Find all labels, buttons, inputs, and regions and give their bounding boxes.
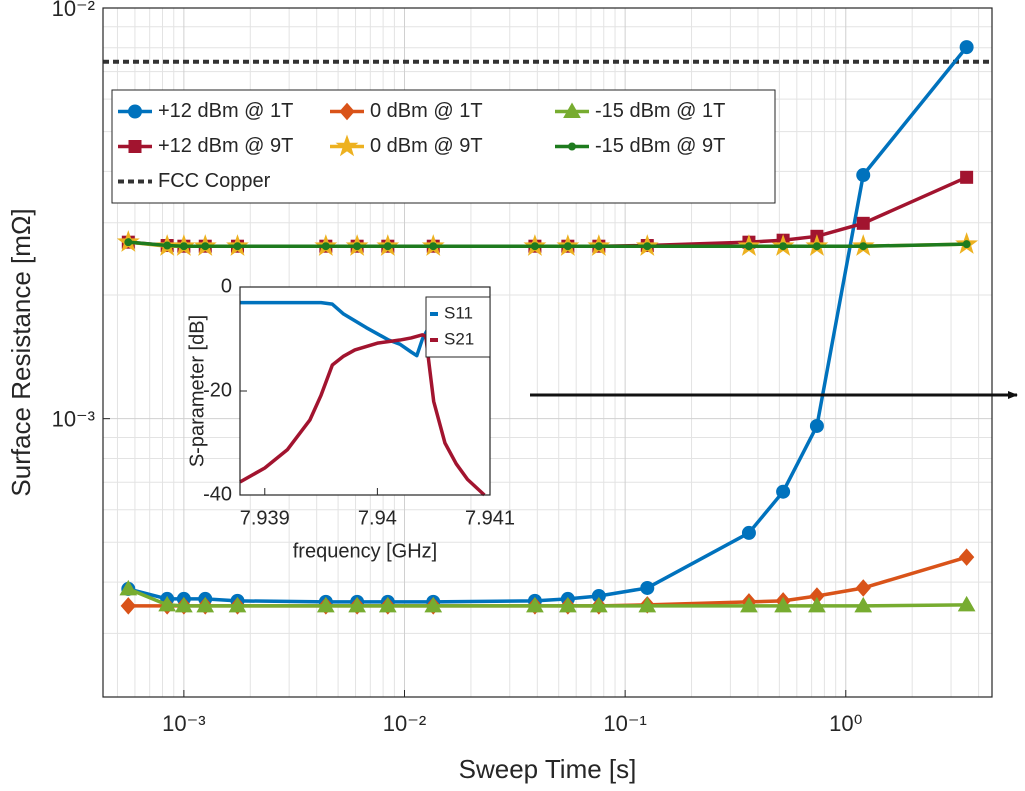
data-point bbox=[859, 242, 868, 251]
data-point bbox=[196, 596, 215, 613]
y-tick-label: 0 bbox=[221, 275, 232, 297]
data-point bbox=[179, 242, 188, 251]
data-point bbox=[638, 596, 657, 613]
axes-box bbox=[239, 286, 491, 496]
axes-box bbox=[102, 7, 993, 698]
data-point bbox=[740, 596, 758, 613]
data-point bbox=[744, 242, 753, 251]
x-tick-label: 10⁰ bbox=[829, 711, 862, 736]
x-tick-label: 10⁻¹ bbox=[603, 711, 646, 736]
legend-box bbox=[111, 89, 776, 204]
legend-label: -15 dBm @ 9T bbox=[595, 135, 725, 157]
data-point bbox=[854, 596, 873, 613]
data-point bbox=[812, 242, 821, 251]
x-axis-label: Sweep Time [s] bbox=[459, 754, 637, 784]
data-point bbox=[959, 40, 974, 55]
series-line bbox=[239, 333, 486, 497]
data-point bbox=[957, 595, 976, 612]
data-point bbox=[335, 134, 359, 157]
y-tick-label: 10⁻² bbox=[52, 0, 95, 21]
x-tick-label: 10⁻² bbox=[383, 711, 426, 736]
data-point bbox=[120, 597, 136, 615]
data-point bbox=[640, 580, 655, 595]
data-point bbox=[643, 242, 652, 251]
data-point bbox=[741, 525, 756, 540]
data-point bbox=[119, 579, 138, 596]
legend-label: +12 dBm @ 9T bbox=[158, 135, 293, 157]
data-point bbox=[124, 238, 133, 247]
data-point bbox=[233, 242, 242, 251]
x-tick-label: 10⁻³ bbox=[162, 711, 205, 736]
data-point bbox=[809, 418, 824, 433]
data-point bbox=[128, 104, 142, 119]
data-point bbox=[128, 140, 142, 153]
x-tick-label: 7.941 bbox=[465, 507, 515, 529]
data-point bbox=[563, 242, 572, 251]
data-point bbox=[776, 484, 791, 499]
data-point bbox=[316, 596, 335, 613]
legend-label: FCC Copper bbox=[158, 170, 271, 192]
data-point bbox=[530, 242, 539, 251]
data-point bbox=[201, 242, 210, 251]
y-tick-label: -40 bbox=[203, 483, 232, 505]
data-point bbox=[424, 596, 443, 613]
data-point bbox=[429, 242, 438, 251]
y-tick-label: 10⁻³ bbox=[52, 406, 95, 431]
y-tick-label: -20 bbox=[203, 379, 232, 401]
data-point bbox=[589, 596, 608, 613]
y-axis-label: S-parameter [dB] bbox=[186, 315, 208, 467]
data-point bbox=[383, 242, 392, 251]
x-axis-label: frequency [GHz] bbox=[293, 540, 438, 562]
data-point bbox=[378, 596, 397, 613]
data-point bbox=[558, 596, 577, 613]
data-point bbox=[856, 168, 871, 183]
data-point bbox=[855, 579, 871, 597]
data-point bbox=[958, 548, 975, 566]
data-point bbox=[353, 242, 362, 251]
data-point bbox=[163, 241, 172, 250]
data-point bbox=[808, 596, 826, 613]
legend-box bbox=[425, 296, 491, 358]
legend-label: S21 bbox=[444, 329, 474, 348]
data-point bbox=[568, 142, 576, 151]
legend-label: -15 dBm @ 1T bbox=[595, 100, 725, 122]
data-point bbox=[774, 596, 792, 613]
data-point bbox=[526, 596, 544, 613]
data-point bbox=[348, 596, 367, 613]
x-tick-label: 7.94 bbox=[358, 507, 397, 529]
data-point bbox=[594, 242, 603, 251]
data-point bbox=[962, 240, 971, 249]
data-point bbox=[339, 102, 355, 121]
legend-label: 0 dBm @ 1T bbox=[370, 100, 483, 122]
legend-label: +12 dBm @ 1T bbox=[158, 100, 293, 122]
y-axis-label: Surface Resistance [mΩ] bbox=[6, 208, 36, 496]
data-point bbox=[228, 596, 247, 613]
legend-label: 0 dBm @ 9T bbox=[370, 135, 483, 157]
data-point bbox=[779, 242, 788, 251]
data-point bbox=[158, 595, 177, 612]
data-point bbox=[563, 102, 581, 118]
data-point bbox=[856, 216, 870, 230]
data-point bbox=[175, 596, 193, 613]
data-point bbox=[321, 242, 330, 251]
legend-label: S11 bbox=[444, 303, 473, 322]
data-point bbox=[960, 170, 974, 184]
x-tick-label: 7.939 bbox=[240, 507, 290, 529]
